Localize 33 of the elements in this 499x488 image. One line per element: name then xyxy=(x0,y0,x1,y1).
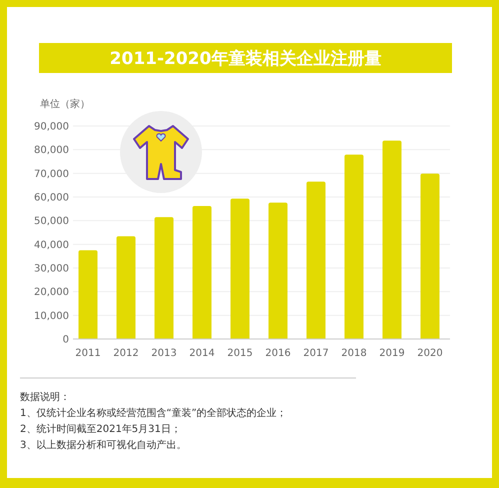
x-tick-label: 2016 xyxy=(265,348,291,359)
notes: 数据说明： 1、仅统计企业名称或经营范围含“童装”的全部状态的企业； 2、统计时间截至2021年5月31日； 3、以上数据分析和可视化自动产出。 xyxy=(20,392,287,451)
y-tick-label: 80,000 xyxy=(34,145,69,156)
y-tick-label: 40,000 xyxy=(34,240,69,251)
y-tick-label: 0 xyxy=(62,334,69,346)
bar xyxy=(78,250,98,339)
y-tick-label: 60,000 xyxy=(34,192,69,204)
chart-title: 2011-2020年童装相关企业注册量 xyxy=(110,49,382,69)
bar xyxy=(230,198,250,339)
x-tick-label: 2020 xyxy=(417,348,443,359)
y-axis-title: 单位（家） xyxy=(40,98,90,110)
y-tick-label: 20,000 xyxy=(34,287,69,298)
bar xyxy=(382,140,402,339)
bar xyxy=(116,236,136,339)
y-tick-label: 90,000 xyxy=(34,122,69,132)
x-tick-label: 2011 xyxy=(75,348,101,359)
bar xyxy=(306,182,326,339)
x-tick-label: 2014 xyxy=(189,348,215,359)
x-tick-label: 2015 xyxy=(227,348,253,359)
bar xyxy=(192,206,212,339)
y-tick-label: 30,000 xyxy=(34,264,69,274)
bar xyxy=(344,154,364,339)
x-tick-label: 2017 xyxy=(303,348,329,359)
bar xyxy=(154,217,174,339)
x-tick-label: 2018 xyxy=(341,348,367,359)
y-tick-label: 70,000 xyxy=(34,168,69,180)
y-tick-label: 10,000 xyxy=(34,310,69,322)
y-tick-label: 50,000 xyxy=(34,216,69,228)
x-tick-label: 2019 xyxy=(379,348,405,359)
bar xyxy=(268,202,288,339)
bar xyxy=(420,174,440,339)
x-tick-label: 2013 xyxy=(151,348,177,359)
x-tick-label: 2012 xyxy=(113,348,139,359)
